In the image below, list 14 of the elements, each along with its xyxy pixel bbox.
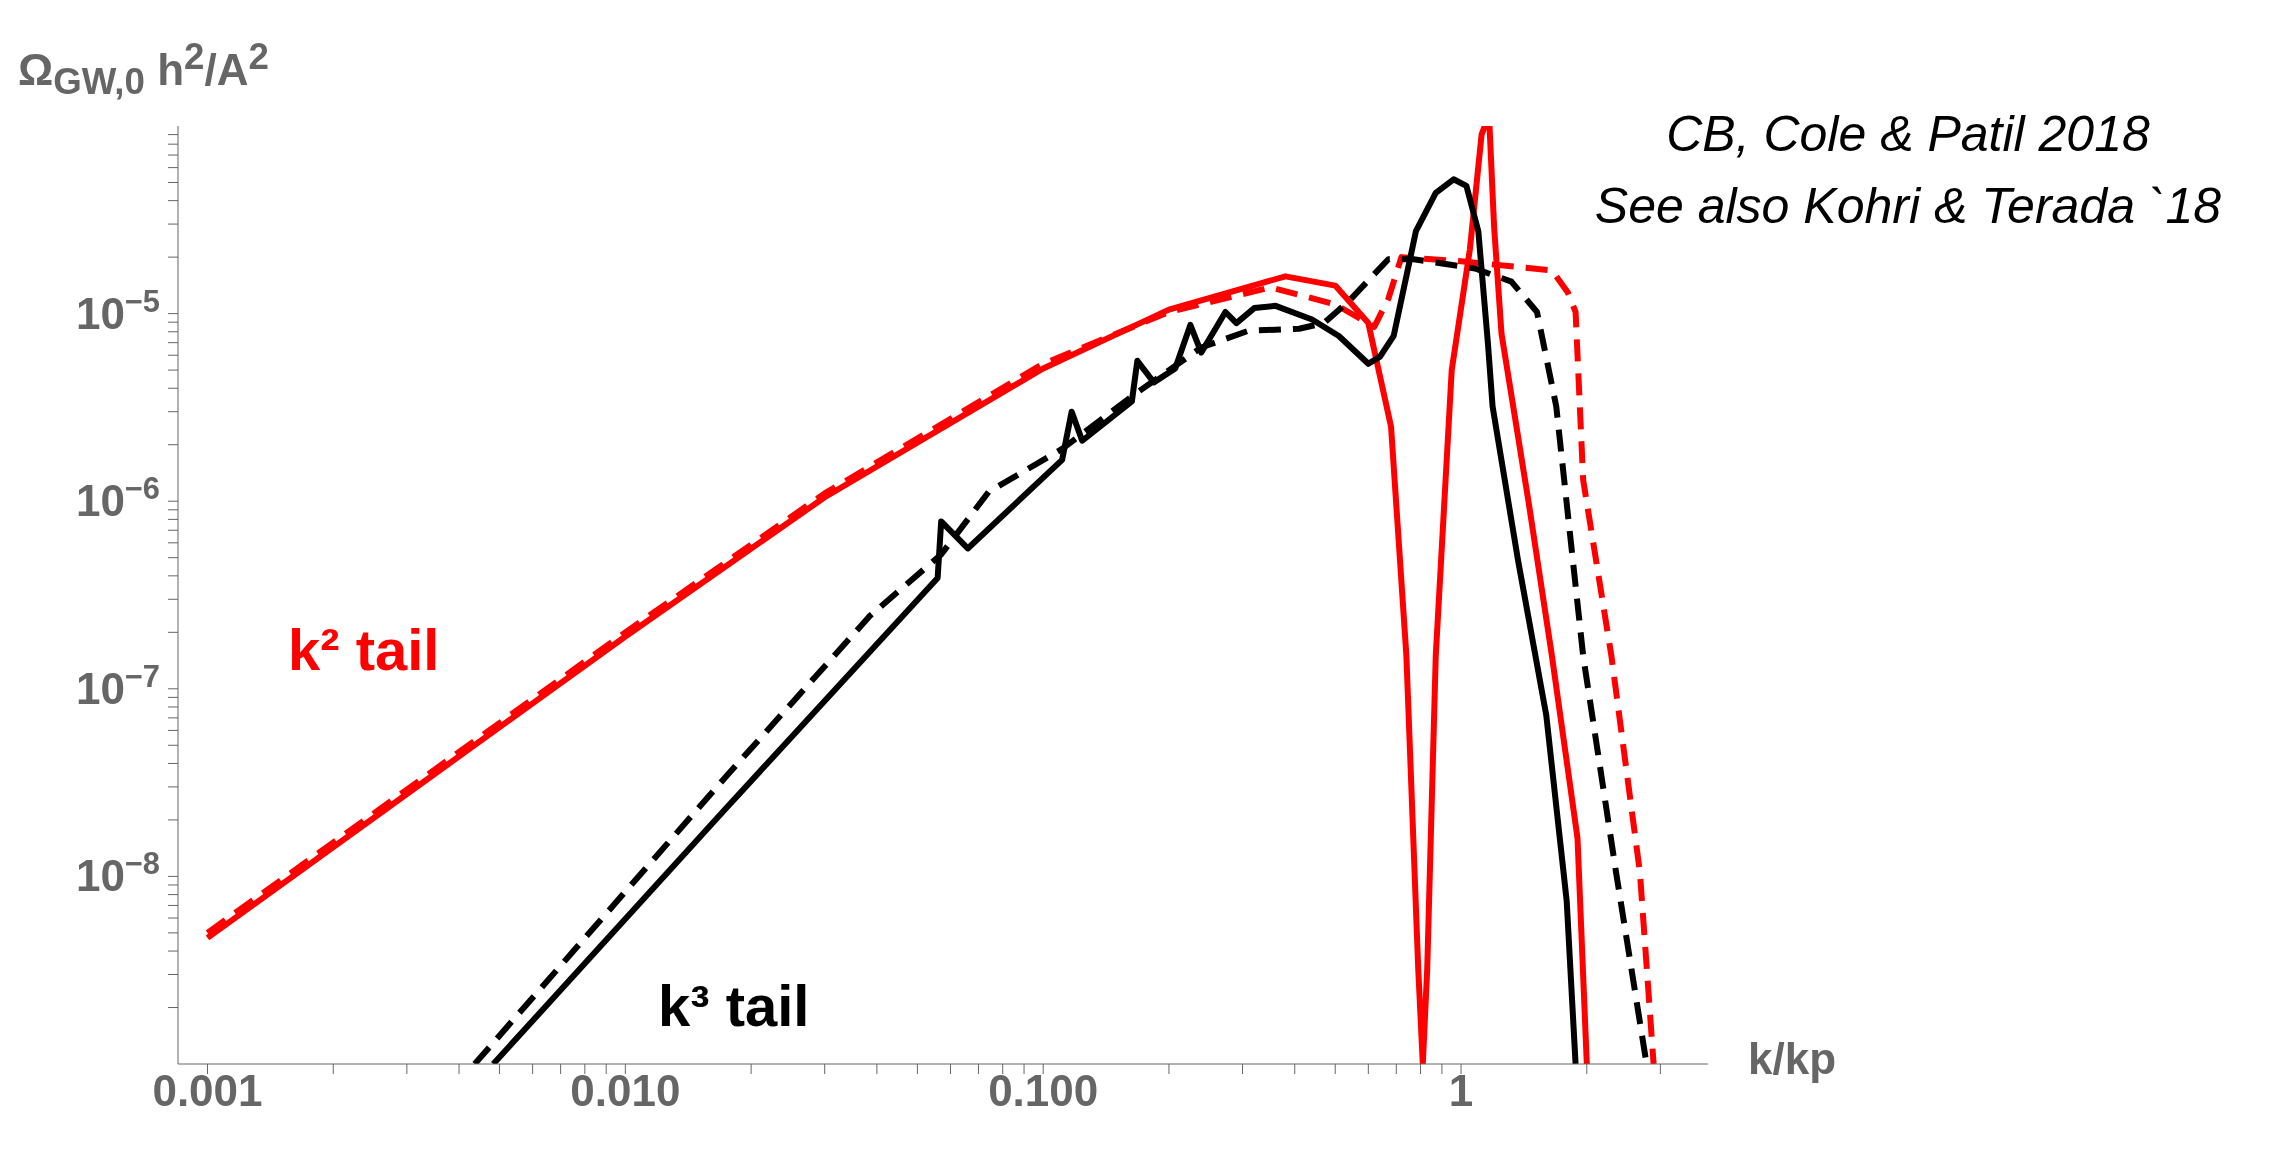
y-tick-label: 10$^{−5}$ xyxy=(75,283,160,338)
annotation: CB, Cole & Patil 2018 xyxy=(1665,105,2151,164)
x-tick-label: 0.100 xyxy=(988,1066,1099,1115)
x-tick-label: 0.001 xyxy=(152,1066,263,1115)
y-tick-label: 10$^{−6}$ xyxy=(75,470,160,526)
x-tick-label: 1 xyxy=(1448,1066,1474,1115)
y-tick-label: 10$^{−7}$ xyxy=(75,658,160,713)
y-tick-label: 10$^{−8}$ xyxy=(75,845,160,901)
y-axis-title: Ω$_{GW,0}$ h$^{2}$/A$^{2}$ xyxy=(18,36,269,104)
series-label: k² tail xyxy=(288,616,440,683)
annotation: See also Kohri & Terada `18 xyxy=(1593,177,2223,236)
series-label: k³ tail xyxy=(658,972,810,1039)
x-axis-title: k/kp xyxy=(1748,1034,1837,1084)
x-tick-label: 0.010 xyxy=(570,1066,681,1115)
